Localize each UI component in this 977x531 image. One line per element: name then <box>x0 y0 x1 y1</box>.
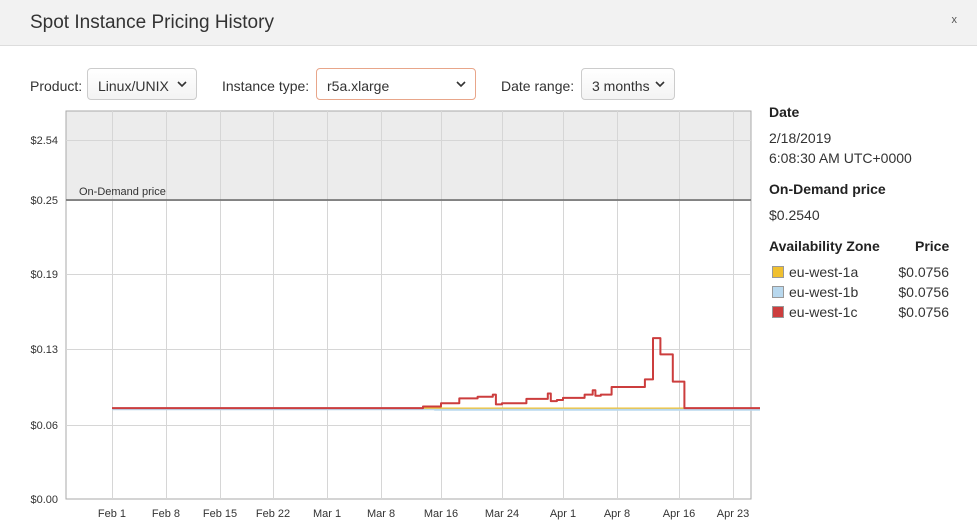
y-tick-label: $0.00 <box>30 494 58 506</box>
x-tick-label: Feb 22 <box>256 508 290 520</box>
price-heading: Price <box>915 238 950 254</box>
date-range-label: Date range: <box>501 78 575 94</box>
x-tick-label: Feb 1 <box>98 508 126 520</box>
date-range-select[interactable]: 3 months <box>581 68 675 100</box>
legend-swatch <box>772 266 784 278</box>
az-price: $0.0756 <box>898 284 949 300</box>
y-tick-label: $0.25 <box>30 195 58 207</box>
x-tick-label: Mar 8 <box>367 508 395 520</box>
x-tick-label: Apr 8 <box>604 508 630 520</box>
product-label: Product: <box>30 78 83 94</box>
x-tick-label: Mar 24 <box>485 508 519 520</box>
az-name: eu-west-1a <box>789 264 859 280</box>
az-price: $0.0756 <box>898 264 949 280</box>
az-heading: Availability Zone <box>769 238 880 254</box>
x-tick-label: Feb 8 <box>152 508 180 520</box>
az-name: eu-west-1b <box>789 284 859 300</box>
y-tick-label: $0.06 <box>30 420 58 432</box>
x-tick-label: Feb 15 <box>203 508 237 520</box>
y-tick-label: $0.19 <box>30 269 58 281</box>
plot-frame <box>65 110 752 500</box>
date-heading: Date <box>769 104 800 120</box>
x-tick-label: Apr 16 <box>663 508 695 520</box>
az-row-eu-west-1c: eu-west-1c $0.0756 <box>769 303 969 321</box>
y-tick-label: $0.13 <box>30 344 58 356</box>
az-price: $0.0756 <box>898 304 949 320</box>
spot-price-chart[interactable]: $0.00 $0.06 $0.13 $0.19 $0.25 $2.54 Feb 1 Feb 8… <box>0 110 760 531</box>
dialog-title: Spot Instance Pricing History <box>30 12 274 33</box>
chevron-down-icon <box>177 81 187 88</box>
filter-controls: Product: Linux/UNIX Instance type: r5a.x… <box>0 68 760 102</box>
close-button[interactable]: x <box>951 14 958 26</box>
x-tick-label: Apr 23 <box>717 508 749 520</box>
date-range-select-value: 3 months <box>592 78 650 94</box>
az-row-eu-west-1a: eu-west-1a $0.0756 <box>769 263 969 281</box>
x-tick-label: Mar 16 <box>424 508 458 520</box>
dialog-header: Spot Instance Pricing History x <box>0 0 977 46</box>
instance-type-label: Instance type: <box>222 78 310 94</box>
instance-type-select[interactable]: r5a.xlarge <box>316 68 476 100</box>
x-tick-label: Mar 1 <box>313 508 341 520</box>
date-value: 2/18/2019 <box>769 130 832 146</box>
on-demand-value: $0.2540 <box>769 207 820 223</box>
legend-swatch <box>772 286 784 298</box>
on-demand-heading: On-Demand price <box>769 181 886 197</box>
chevron-down-icon <box>655 81 665 88</box>
az-row-eu-west-1b: eu-west-1b $0.0756 <box>769 283 969 301</box>
above-on-demand-band <box>66 111 751 200</box>
y-tick-label: $2.54 <box>30 135 58 147</box>
on-demand-label: On-Demand price <box>79 186 166 198</box>
chevron-down-icon <box>456 81 466 88</box>
series-eu-west-1c <box>112 337 760 410</box>
az-name: eu-west-1c <box>789 304 858 320</box>
x-tick-label: Apr 1 <box>550 508 576 520</box>
product-select[interactable]: Linux/UNIX <box>87 68 197 100</box>
time-value: 6:08:30 AM UTC+0000 <box>769 150 912 166</box>
legend-swatch <box>772 306 784 318</box>
product-select-value: Linux/UNIX <box>98 78 169 94</box>
instance-type-select-value: r5a.xlarge <box>327 78 390 94</box>
